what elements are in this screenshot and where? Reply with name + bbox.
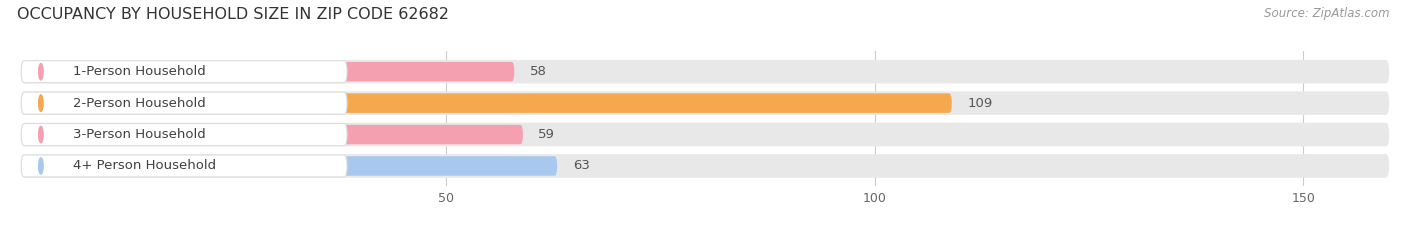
Circle shape (38, 126, 44, 143)
Text: Source: ZipAtlas.com: Source: ZipAtlas.com (1264, 7, 1389, 20)
Text: 1-Person Household: 1-Person Household (73, 65, 205, 78)
FancyBboxPatch shape (21, 92, 347, 114)
FancyBboxPatch shape (21, 93, 952, 113)
Text: 109: 109 (967, 97, 993, 110)
FancyBboxPatch shape (21, 61, 347, 83)
FancyBboxPatch shape (21, 123, 1389, 146)
FancyBboxPatch shape (21, 91, 1389, 115)
Circle shape (38, 64, 44, 80)
Circle shape (38, 95, 44, 111)
FancyBboxPatch shape (21, 123, 347, 146)
FancyBboxPatch shape (21, 156, 557, 176)
FancyBboxPatch shape (21, 154, 1389, 178)
Text: 63: 63 (572, 159, 589, 172)
Text: 58: 58 (530, 65, 547, 78)
Text: OCCUPANCY BY HOUSEHOLD SIZE IN ZIP CODE 62682: OCCUPANCY BY HOUSEHOLD SIZE IN ZIP CODE … (17, 7, 449, 22)
Circle shape (38, 158, 44, 174)
Text: 4+ Person Household: 4+ Person Household (73, 159, 215, 172)
FancyBboxPatch shape (21, 155, 347, 177)
FancyBboxPatch shape (21, 125, 523, 144)
FancyBboxPatch shape (21, 60, 1389, 83)
Text: 3-Person Household: 3-Person Household (73, 128, 205, 141)
Text: 2-Person Household: 2-Person Household (73, 97, 205, 110)
Text: 59: 59 (538, 128, 555, 141)
FancyBboxPatch shape (21, 62, 515, 81)
